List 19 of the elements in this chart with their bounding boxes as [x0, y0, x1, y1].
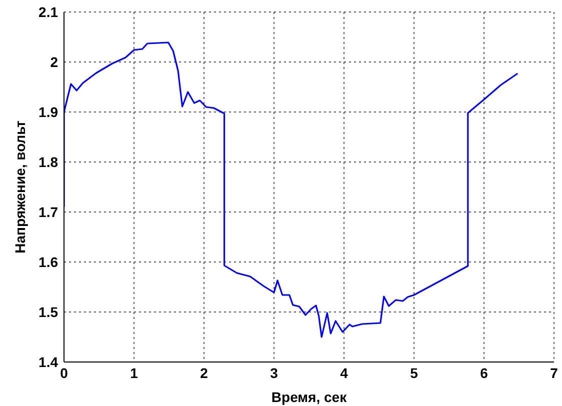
y-tick-label: 2: [50, 54, 58, 70]
y-tick-label: 2.1: [38, 4, 58, 20]
y-tick-label: 1.7: [38, 204, 58, 220]
y-tick-label: 1.4: [38, 354, 58, 370]
y-tick-label: 1.5: [38, 304, 58, 320]
y-tick-label: 1.6: [38, 254, 58, 270]
x-tick-label: 6: [480, 364, 488, 381]
x-tick-label: 0: [60, 364, 68, 381]
y-tick-label: 1.8: [38, 154, 58, 170]
y-axis-title: Напряжение, вольт: [12, 120, 28, 254]
x-tick-label: 4: [340, 364, 348, 381]
y-tick-label: 1.9: [38, 104, 58, 120]
x-tick-label: 5: [410, 364, 418, 381]
x-tick-label: 2: [200, 364, 208, 381]
x-tick-label: 3: [270, 364, 278, 381]
x-tick-label: 7: [550, 364, 558, 381]
x-tick-label: 1: [130, 364, 138, 381]
x-axis-title: Время, сек: [271, 389, 348, 405]
line-series: [64, 42, 518, 338]
